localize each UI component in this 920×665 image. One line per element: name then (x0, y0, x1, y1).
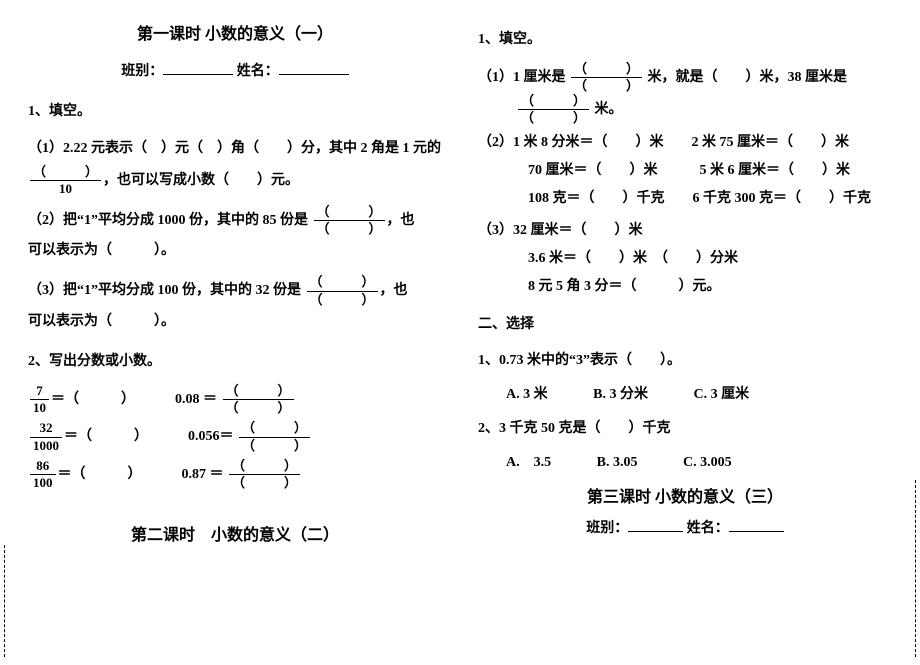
q1-2b: ，也 (387, 213, 415, 228)
frac-blank: （ ） （ ） (571, 62, 642, 94)
t: 8 元 5 角 3 分＝（ ）元。 (528, 279, 721, 294)
q1-1: （1）2.22 元表示（ ）元（ ）角（ ）分，其中 2 角是 1 元的 （ ）… (28, 134, 442, 197)
lesson1-title: 第一课时 小数的意义（一） (28, 20, 442, 44)
frac-blank-blank-1: （ ） （ ） (314, 205, 385, 237)
num[interactable]: （ ） (223, 384, 294, 400)
r-q2-1: 1、0.73 米中的“3”表示（ ）。 (478, 347, 892, 375)
frac-blank-d3: （ ） （ ） (229, 459, 300, 491)
class-name-line-3: 班别： 姓名： (478, 517, 892, 537)
class-blank[interactable] (628, 518, 683, 532)
r-q2-2: 2、3 千克 50 克是（ ）千克 (478, 415, 892, 443)
den[interactable]: （ ） (571, 78, 642, 93)
q1-header: 1、填空。 (28, 100, 442, 120)
frac-row-1: 7 10 ＝（ ） 0.08 ＝ （ ） （ ） (28, 384, 442, 416)
den[interactable]: （ ） (229, 475, 300, 490)
den: 1000 (30, 438, 62, 453)
frac-den[interactable]: （ ） (314, 221, 385, 236)
q1-2: （2）把“1”平均分成 1000 份，其中的 85 份是 （ ） （ ） ，也 … (28, 205, 442, 268)
indent: （ ） （ ） 米。 (516, 102, 623, 117)
choice-c[interactable]: C. 3.005 (683, 455, 732, 470)
num: 32 (30, 421, 62, 437)
num[interactable]: （ ） (571, 62, 642, 78)
num[interactable]: （ ） (518, 94, 589, 110)
choice-b[interactable]: B. 3 分米 (593, 387, 648, 402)
frac-32-1000: 32 1000 (30, 421, 62, 453)
t: （2）1 米 8 分米＝（ ）米 2 米 75 厘米＝（ ）米 (478, 135, 849, 150)
worksheet-page: 第一课时 小数的意义（一） 班别： 姓名： 1、填空。 （1）2.22 元表示（… (0, 0, 920, 557)
num[interactable]: （ ） (229, 459, 300, 475)
left-column: 第一课时 小数的意义（一） 班别： 姓名： 1、填空。 （1）2.22 元表示（… (10, 20, 460, 557)
frac-num[interactable]: （ ） (314, 205, 385, 221)
frac-row-2: 32 1000 ＝（ ） 0.056＝ （ ） （ ） (28, 421, 442, 453)
choice-c[interactable]: C. 3 厘米 (693, 387, 749, 402)
right-column: 1、填空。 （1）1 厘米是 （ ） （ ） 米，就是（ ）米，38 厘米是 （… (460, 20, 910, 557)
q1-1b-text: ，也可以写成小数（ ）元。 (103, 173, 299, 188)
den[interactable]: （ ） (239, 438, 310, 453)
choices-1: A. 3 米 B. 3 分米 C. 3 厘米 (506, 383, 892, 403)
num: 7 (30, 384, 49, 400)
t: 米，就是（ ）米，38 厘米是 (648, 70, 848, 85)
q1-3b: ，也 (380, 283, 408, 298)
frac-blank-10: （ ） 10 (30, 165, 101, 197)
class-name-line: 班别： 姓名： (28, 60, 442, 80)
frac-num[interactable]: （ ） (30, 165, 101, 181)
r-q1-1: （1）1 厘米是 （ ） （ ） 米，就是（ ）米，38 厘米是 （ ） （ ）… (478, 62, 892, 125)
frac-den: 10 (30, 181, 101, 196)
class-label: 班别： (586, 521, 628, 536)
choices-2: A. 3.5 B. 3.05 C. 3.005 (506, 451, 892, 471)
q1-3: （3）把“1”平均分成 100 份，其中的 32 份是 （ ） （ ） ，也 可… (28, 275, 442, 338)
t: 108 克＝（ ）千克 6 千克 300 克＝（ ）千克 (528, 191, 871, 206)
d3: 0.87 ＝ (182, 467, 224, 482)
lesson2-title: 第二课时 小数的意义（二） (28, 521, 442, 545)
frac-row-3: 86 100 ＝（ ） 0.87 ＝ （ ） （ ） (28, 459, 442, 491)
q1-3a: （3）把“1”平均分成 100 份，其中的 32 份是 (28, 283, 301, 298)
frac-86-100: 86 100 (30, 459, 56, 491)
d2: 0.056＝ (188, 429, 234, 444)
class-blank[interactable] (163, 61, 233, 75)
den[interactable]: （ ） (518, 110, 589, 125)
frac-den[interactable]: （ ） (307, 292, 378, 307)
q1-2a: （2）把“1”平均分成 1000 份，其中的 85 份是 (28, 213, 308, 228)
cut-line-left (4, 545, 5, 657)
t: 米。 (595, 102, 623, 117)
frac-7-10: 7 10 (30, 384, 49, 416)
r-q2-header: 二、选择 (478, 313, 892, 333)
frac-blank-d2: （ ） （ ） (239, 421, 310, 453)
eq: ＝（ ） (51, 392, 135, 407)
q1-2c: 可以表示为（ ）。 (28, 243, 175, 258)
class-label: 班别： (121, 64, 163, 79)
den: 100 (30, 475, 56, 490)
num[interactable]: （ ） (239, 421, 310, 437)
r-q1-2: （2）1 米 8 分米＝（ ）米 2 米 75 厘米＝（ ）米 70 厘米＝（ … (478, 129, 892, 213)
d1: 0.08 ＝ (175, 392, 217, 407)
choice-a[interactable]: A. 3.5 (506, 455, 551, 470)
choice-b[interactable]: B. 3.05 (597, 455, 638, 470)
t: 3.6 米＝（ ）米 （ ）分米 (528, 251, 738, 266)
name-blank[interactable] (729, 518, 784, 532)
t: （1）1 厘米是 (478, 70, 566, 85)
r-q1-header: 1、填空。 (478, 28, 892, 48)
cut-line-right (915, 480, 916, 657)
frac-num[interactable]: （ ） (307, 275, 378, 291)
t: 70 厘米＝（ ）米 5 米 6 厘米＝（ ）米 (528, 163, 850, 178)
den[interactable]: （ ） (223, 400, 294, 415)
frac-blank-d1: （ ） （ ） (223, 384, 294, 416)
frac-blank-blank-2: （ ） （ ） (307, 275, 378, 307)
q1-1-text: （1）2.22 元表示（ ）元（ ）角（ ）分，其中 2 角是 1 元的 (28, 141, 441, 156)
den: 10 (30, 400, 49, 415)
name-blank[interactable] (279, 61, 349, 75)
frac-blank: （ ） （ ） (518, 94, 589, 126)
name-label: 姓名： (687, 521, 729, 536)
choice-a[interactable]: A. 3 米 (506, 387, 548, 402)
eq: ＝（ ） (64, 429, 148, 444)
r-q1-3: （3）32 厘米＝（ ）米 3.6 米＝（ ）米 （ ）分米 8 元 5 角 3… (478, 217, 892, 301)
name-label: 姓名： (237, 64, 279, 79)
q2-header: 2、写出分数或小数。 (28, 350, 442, 370)
q1-3c: 可以表示为（ ）。 (28, 314, 175, 329)
lesson3-title: 第三课时 小数的意义（三） (478, 483, 892, 507)
t: （3）32 厘米＝（ ）米 (478, 223, 643, 238)
eq: ＝（ ） (58, 467, 142, 482)
num: 86 (30, 459, 56, 475)
